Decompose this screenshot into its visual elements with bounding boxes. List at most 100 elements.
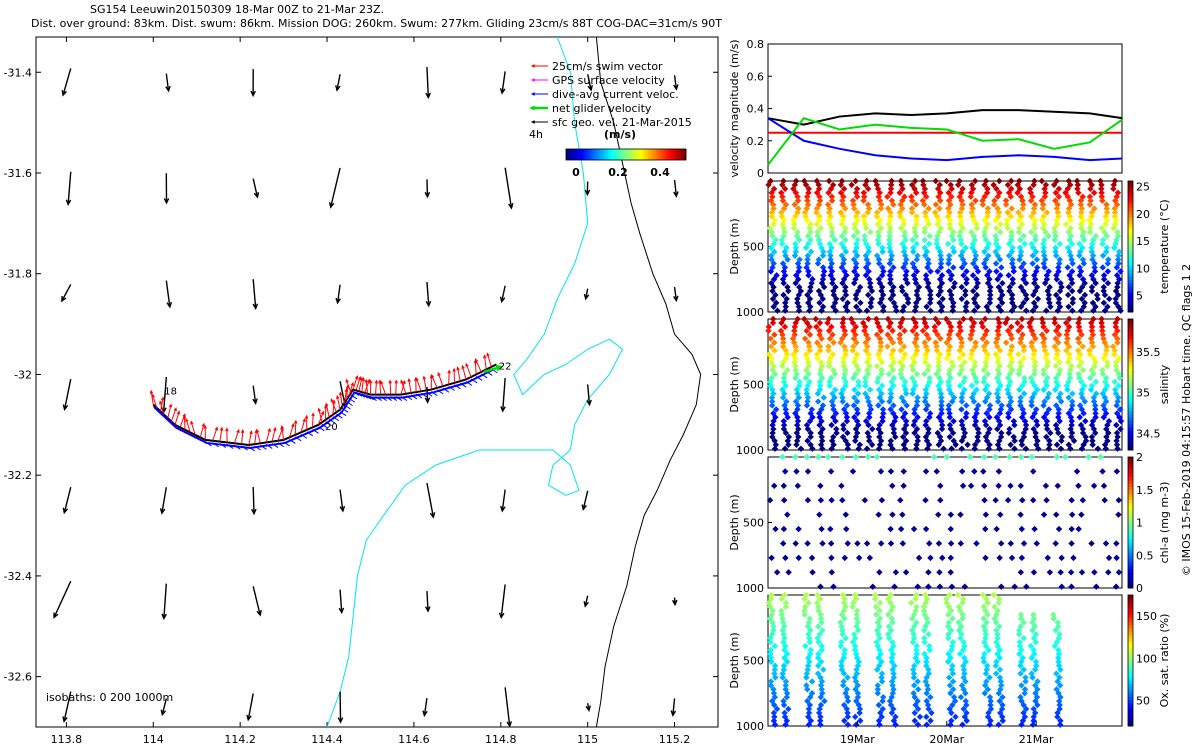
profile-data-point bbox=[1099, 264, 1106, 271]
profile-data-point bbox=[1093, 583, 1100, 590]
profile-data-point bbox=[910, 623, 918, 630]
profile-data-point bbox=[949, 244, 957, 252]
profile-data-point bbox=[852, 433, 860, 441]
profile-data-point bbox=[877, 429, 884, 437]
profile-data-point bbox=[1088, 283, 1096, 291]
dac-vector bbox=[442, 387, 450, 393]
profile-colorbar-cell bbox=[1128, 689, 1133, 694]
profile-data-point bbox=[997, 382, 1004, 390]
dac-vector bbox=[352, 391, 360, 396]
profile-data-point bbox=[912, 279, 920, 287]
profile-data-point bbox=[949, 303, 957, 310]
profile-data-point bbox=[1061, 453, 1069, 461]
profile-data-point bbox=[1103, 244, 1110, 252]
profile-data-point bbox=[1010, 268, 1017, 275]
profile-data-point bbox=[856, 705, 864, 713]
profile-data-point bbox=[927, 268, 934, 275]
profile-data-point bbox=[1053, 638, 1060, 646]
profile-data-point bbox=[1079, 276, 1087, 283]
profile-data-point bbox=[1113, 359, 1120, 366]
profile-data-point bbox=[875, 260, 883, 267]
profile-data-point bbox=[1029, 307, 1037, 314]
profile-data-point bbox=[889, 366, 897, 374]
profile-colorbar-tick: 5 bbox=[1136, 290, 1143, 303]
profile-data-point bbox=[778, 319, 785, 327]
profile-data-point bbox=[842, 351, 849, 358]
geo-velocity-arrow-head bbox=[424, 397, 431, 404]
profile-data-point bbox=[933, 370, 940, 378]
map-colorbar-cell bbox=[624, 149, 627, 160]
profile-data-point bbox=[876, 721, 883, 728]
profile-data-point bbox=[1020, 299, 1027, 307]
profile-data-point bbox=[924, 256, 932, 263]
profile-data-point bbox=[826, 382, 833, 390]
profile-data-point bbox=[824, 319, 831, 327]
profile-data-point bbox=[939, 295, 946, 303]
profile-data-point bbox=[900, 398, 907, 405]
isobath-200m-line bbox=[326, 36, 624, 728]
profile-data-point bbox=[1088, 323, 1096, 331]
profile-data-point bbox=[1088, 382, 1096, 390]
profile-data-point bbox=[818, 244, 825, 252]
map-colorbar-cell bbox=[666, 149, 669, 160]
dac-vector bbox=[350, 394, 358, 400]
legend-extra-label: 4h bbox=[529, 128, 543, 141]
profile-data-point bbox=[897, 323, 904, 331]
profile-data-point bbox=[958, 283, 965, 291]
profile-data-point bbox=[779, 343, 787, 350]
profile-data-point bbox=[1006, 240, 1013, 248]
profile-data-point bbox=[1017, 569, 1025, 576]
map-colorbar-cell bbox=[584, 149, 587, 160]
profile-data-point bbox=[850, 256, 858, 263]
profile-data-point bbox=[853, 240, 860, 248]
profile-data-point bbox=[924, 701, 932, 709]
profile-data-point bbox=[864, 209, 871, 216]
map-colorbar-cell bbox=[632, 149, 635, 160]
profile-data-point bbox=[794, 193, 801, 200]
profile-data-point bbox=[769, 287, 776, 295]
dac-vector bbox=[385, 396, 392, 402]
map-colorbar-cell bbox=[636, 149, 639, 160]
profile-data-point bbox=[1041, 279, 1049, 287]
profile-colorbar-cell bbox=[1128, 699, 1133, 704]
profile-data-point bbox=[815, 256, 823, 263]
profile-data-point bbox=[866, 402, 874, 409]
profile-data-point bbox=[815, 638, 822, 646]
profile-data-point bbox=[1103, 248, 1110, 255]
profile-data-point bbox=[925, 705, 932, 713]
profile-data-point bbox=[830, 433, 837, 441]
profile-data-point bbox=[839, 386, 847, 393]
profile-data-point bbox=[803, 670, 811, 677]
profile-data-point bbox=[1075, 370, 1082, 378]
profile-data-point bbox=[914, 721, 922, 728]
profile-data-point bbox=[1009, 299, 1016, 307]
profile-data-point bbox=[945, 370, 953, 378]
map-x-tick-label: 114.4 bbox=[311, 733, 343, 746]
profile-data-point bbox=[1113, 410, 1121, 417]
profile-colorbar-cell bbox=[1128, 253, 1133, 257]
profile-data-point bbox=[804, 437, 811, 445]
geo-velocity-arrow-head bbox=[337, 717, 344, 724]
geo-velocity-arrow bbox=[252, 586, 261, 616]
profile-data-point bbox=[990, 181, 997, 189]
dac-vector bbox=[465, 381, 473, 386]
profile-data-point bbox=[886, 232, 893, 240]
profile-data-point bbox=[1030, 611, 1037, 618]
profile-data-point bbox=[771, 701, 778, 709]
dac-vector bbox=[184, 431, 192, 437]
profile-data-point bbox=[1100, 287, 1107, 295]
profile-data-point bbox=[816, 343, 824, 350]
profile-data-point bbox=[1054, 351, 1061, 358]
profile-colorbar-cell bbox=[1128, 207, 1133, 211]
profile-data-point bbox=[998, 299, 1006, 307]
profile-data-point bbox=[962, 307, 970, 314]
profile-data-point bbox=[1054, 623, 1062, 630]
profile-data-point bbox=[815, 650, 822, 658]
profile-data-point bbox=[1078, 331, 1085, 338]
profile-data-point bbox=[872, 177, 879, 185]
profile-data-point bbox=[839, 335, 846, 342]
profile-data-point bbox=[1031, 279, 1038, 287]
profile-data-point bbox=[874, 236, 882, 244]
geo-velocity-arrow-head bbox=[673, 191, 679, 198]
profile-data-point bbox=[993, 268, 1000, 275]
